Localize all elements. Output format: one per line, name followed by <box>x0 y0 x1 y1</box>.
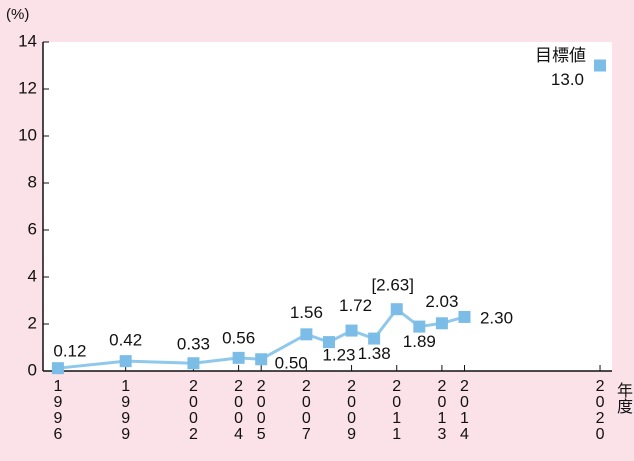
y-axis-label: (%) <box>6 6 30 23</box>
y-tick-label: 0 <box>28 360 37 379</box>
y-tick-label: 10 <box>18 125 37 144</box>
y-tick-label: 2 <box>28 313 37 332</box>
x-tick-label: 2014 <box>460 378 469 443</box>
data-label: 1.23 <box>322 346 355 365</box>
data-point <box>187 357 200 370</box>
data-point <box>322 336 335 349</box>
data-point <box>413 320 426 333</box>
data-point <box>390 303 403 316</box>
y-tick-label: 8 <box>28 172 37 191</box>
plot-area <box>43 42 612 371</box>
x-tick-label: 2009 <box>347 378 356 443</box>
data-label: 1.38 <box>358 344 391 363</box>
data-label: 0.12 <box>53 342 86 361</box>
data-label: 1.56 <box>290 303 323 322</box>
data-label: 0.33 <box>177 335 210 354</box>
data-label: [2.63] <box>371 276 414 295</box>
target-name: 目標値 <box>535 46 586 65</box>
data-label: 1.89 <box>403 332 436 351</box>
data-point <box>345 324 358 337</box>
x-tick-label: 2011 <box>392 378 402 443</box>
x-tick-label: 1999 <box>121 378 131 443</box>
data-point <box>300 328 313 341</box>
y-tick-label: 12 <box>18 78 37 97</box>
x-tick-label: 1996 <box>53 378 63 443</box>
data-point <box>51 362 64 375</box>
data-label: 1.72 <box>339 296 372 315</box>
x-tick-label: 2005 <box>256 378 266 443</box>
data-label: 2.03 <box>425 292 458 311</box>
data-point <box>255 353 268 366</box>
data-point <box>458 310 471 323</box>
x-tick-label: 2002 <box>188 378 198 443</box>
data-point <box>368 332 381 345</box>
target-point <box>594 59 607 72</box>
data-point <box>119 355 132 368</box>
y-tick-label: 6 <box>28 219 37 238</box>
x-axis-label: 年度 <box>617 383 634 416</box>
x-tick-label: 2020 <box>595 378 605 443</box>
y-tick-label: 14 <box>18 31 37 50</box>
x-tick-label: 2013 <box>437 378 447 443</box>
data-label: 0.50 <box>275 354 308 373</box>
data-label: 0.56 <box>222 328 255 347</box>
target-label: 13.0 <box>551 70 584 89</box>
data-point <box>232 351 245 364</box>
data-label: 2.30 <box>480 308 513 327</box>
x-tick-label: 2004 <box>234 378 244 443</box>
data-label: 0.42 <box>109 331 142 350</box>
y-tick-label: 4 <box>28 266 37 285</box>
x-tick-label: 2007 <box>301 378 311 443</box>
data-point <box>435 317 448 330</box>
